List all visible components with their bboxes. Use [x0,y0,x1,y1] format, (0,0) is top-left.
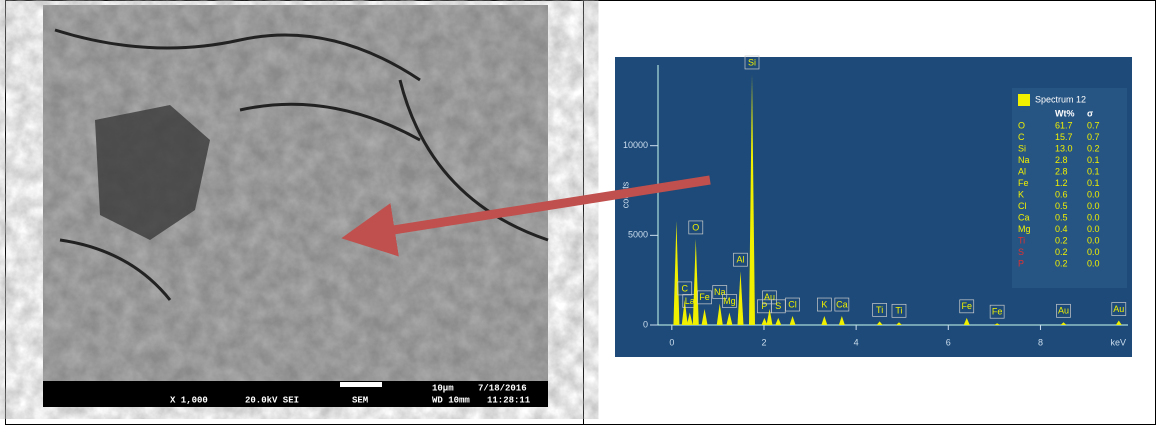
legend-element: C [1018,132,1025,142]
legend-sigma: 0.0 [1087,212,1100,222]
legend-element: S [1018,247,1024,257]
x-axis-label: keV [1110,337,1126,347]
legend-sigma: 0.0 [1087,224,1100,234]
legend-wt: 0.2 [1055,258,1068,268]
peak-label: Fe [699,292,710,302]
peak-label: Si [748,57,756,67]
legend-wt: 13.0 [1055,143,1073,153]
legend-header: Wt% [1055,108,1075,118]
legend-element: Ca [1018,212,1030,222]
peak-label: Au [1113,304,1124,314]
legend-wt: 0.6 [1055,189,1068,199]
legend-wt: 0.5 [1055,201,1068,211]
peak-label: Al [736,255,744,265]
peak-label: Mg [723,296,736,306]
y-tick-label: 0 [643,319,648,329]
sem-date: 7/18/2016 [478,383,527,393]
legend-wt: 15.7 [1055,132,1073,142]
legend-element: Ti [1018,235,1025,245]
legend-element: Mg [1018,224,1031,234]
legend-wt: 0.2 [1055,235,1068,245]
peak-label: C [681,283,688,293]
legend-sigma: 0.0 [1087,235,1100,245]
legend-sigma: 0.0 [1087,189,1100,199]
legend-sigma: 0.1 [1087,155,1100,165]
sem-scale: 10μm [432,383,454,393]
peak-label: Au [764,292,775,302]
legend-wt: 0.2 [1055,247,1068,257]
legend-wt: 61.7 [1055,120,1073,130]
y-tick-label: 10000 [623,140,648,150]
legend-element: Cl [1018,201,1027,211]
y-tick-label: 5000 [628,230,648,240]
legend-element: Fe [1018,178,1029,188]
legend-wt: 1.2 [1055,178,1068,188]
sem-wd: WD 10mm [432,395,470,405]
legend-sigma: 0.0 [1087,201,1100,211]
legend-title: Spectrum 12 [1035,94,1086,104]
legend-sigma: 0.0 [1087,258,1100,268]
peak-label: Fe [992,307,1003,317]
peak-label: Cl [788,299,797,309]
legend-sigma: 0.0 [1087,247,1100,257]
legend-element: O [1018,120,1025,130]
sem-image [43,5,548,407]
legend-element: K [1018,189,1024,199]
legend-sigma: 0.7 [1087,132,1100,142]
peak-label: Ca [836,299,848,309]
sem-voltage: 20.0kV SEI [245,395,299,405]
legend-sigma: 0.1 [1087,166,1100,176]
legend-element: P [1018,258,1024,268]
legend-wt: 0.5 [1055,212,1068,222]
x-tick-label: 2 [761,337,766,347]
sem-time: 11:28:11 [487,395,531,405]
figure: X 1,000 20.0kV SEI SEM 10μm 7/18/2016 WD… [0,0,1159,425]
peak-label: Ti [876,305,883,315]
peak-label: La [685,296,695,306]
x-tick-label: 4 [854,337,859,347]
peak-label: Fe [961,301,972,311]
peak-label: O [692,222,699,232]
legend-wt: 0.4 [1055,224,1068,234]
legend-wt: 2.8 [1055,166,1068,176]
sem-magnification: X 1,000 [170,395,208,405]
peak-label: S [775,301,781,311]
x-tick-label: 6 [946,337,951,347]
x-tick-label: 0 [669,337,674,347]
legend-element: Na [1018,155,1030,165]
peak-label: K [821,299,827,309]
legend-element: Si [1018,143,1026,153]
legend-header: σ [1087,108,1093,118]
peak-label: Ti [895,306,902,316]
sem-mode: SEM [352,395,368,405]
legend-element: Al [1018,166,1026,176]
legend-sigma: 0.2 [1087,143,1100,153]
x-tick-label: 8 [1038,337,1043,347]
legend-swatch [1018,94,1030,106]
legend-sigma: 0.7 [1087,120,1100,130]
peak-label: Au [1058,306,1069,316]
legend-wt: 2.8 [1055,155,1068,165]
legend-sigma: 0.1 [1087,178,1100,188]
